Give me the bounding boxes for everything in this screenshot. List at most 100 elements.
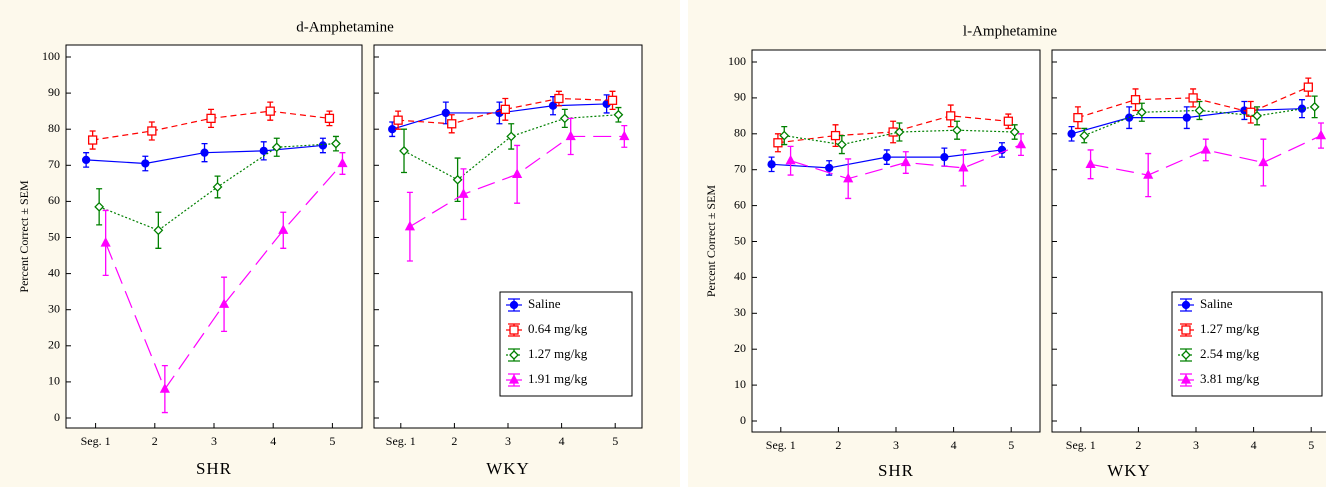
- x-tick-label: 5: [612, 434, 618, 448]
- legend-box: [499, 291, 633, 397]
- marker: [554, 93, 564, 104]
- legend-label: 1.91 mg/kg: [528, 371, 588, 386]
- marker: [1194, 105, 1205, 116]
- marker: [1297, 104, 1307, 113]
- y-axis-label: Percent Correct ± SEM: [704, 185, 718, 298]
- y-axis-label: Percent Correct ± SEM: [17, 180, 31, 293]
- marker: [785, 154, 796, 165]
- x-tick-label: Seg. 1: [81, 434, 111, 448]
- y-tick-label: 10: [734, 377, 746, 391]
- y-tick-label: 0: [740, 413, 746, 427]
- marker: [1252, 110, 1262, 121]
- marker: [159, 383, 170, 393]
- legend-label: 2.54 mg/kg: [1200, 346, 1260, 361]
- y-tick-label: 40: [734, 269, 746, 283]
- marker: [1181, 300, 1191, 310]
- marker: [1130, 95, 1141, 105]
- x-tick-label: 2: [152, 434, 158, 448]
- marker: [506, 131, 517, 142]
- marker: [1246, 107, 1256, 117]
- y-tick-label: 30: [734, 305, 746, 319]
- y-tick-label: 50: [734, 233, 746, 247]
- marker: [952, 125, 962, 136]
- marker: [508, 374, 520, 384]
- marker: [1143, 169, 1154, 179]
- x-tick-label: 3: [211, 434, 217, 448]
- legend-label: 1.27 mg/kg: [1200, 321, 1260, 336]
- marker: [458, 188, 469, 198]
- legend-label: Saline: [528, 296, 561, 311]
- marker: [825, 163, 834, 173]
- marker: [836, 139, 847, 150]
- marker: [1085, 158, 1096, 168]
- y-tick-label: 20: [734, 341, 746, 355]
- marker: [206, 113, 216, 124]
- marker: [1182, 113, 1191, 122]
- marker: [1315, 129, 1326, 140]
- x-axis-label: WKY: [1107, 461, 1151, 480]
- y-tick-label: 40: [48, 265, 60, 279]
- marker: [613, 109, 624, 120]
- legend-box: [1171, 291, 1323, 397]
- marker: [619, 130, 630, 141]
- y-tick-label: 100: [728, 54, 746, 68]
- marker: [607, 95, 618, 105]
- x-tick-label: 4: [951, 438, 957, 452]
- x-tick-label: 4: [270, 434, 276, 448]
- legend-label: 1.27 mg/kg: [528, 346, 588, 361]
- legend-label: 0.64 mg/kg: [528, 321, 588, 336]
- marker: [843, 172, 854, 183]
- y-tick-label: 100: [42, 49, 60, 63]
- x-tick-label: 3: [505, 434, 511, 448]
- y-tick-label: 80: [48, 121, 60, 135]
- marker: [1079, 130, 1090, 141]
- marker: [147, 126, 157, 136]
- marker: [940, 152, 949, 162]
- marker: [271, 142, 282, 153]
- marker: [337, 157, 348, 168]
- marker: [100, 237, 111, 247]
- x-tick-label: 4: [559, 434, 565, 448]
- y-tick-label: 30: [48, 301, 60, 315]
- y-tick-label: 90: [48, 85, 60, 99]
- x-tick-label: Seg. 1: [1066, 438, 1096, 452]
- x-tick-label: Seg. 1: [766, 438, 796, 452]
- marker: [259, 146, 268, 156]
- x-tick-label: Seg. 1: [386, 434, 416, 448]
- marker: [81, 155, 91, 165]
- x-tick-label: 5: [329, 434, 335, 448]
- marker: [1181, 350, 1191, 360]
- plot-area: [751, 49, 1041, 433]
- marker: [500, 104, 510, 114]
- y-tick-label: 80: [734, 126, 746, 140]
- marker: [87, 135, 98, 145]
- x-tick-label: 2: [451, 434, 457, 448]
- marker: [512, 168, 523, 178]
- marker: [399, 145, 409, 156]
- marker: [509, 300, 519, 310]
- marker: [447, 119, 457, 129]
- y-tick-label: 10: [48, 374, 60, 388]
- y-tick-label: 90: [734, 90, 746, 104]
- marker: [509, 350, 519, 360]
- x-tick-label: 2: [1135, 438, 1141, 452]
- marker: [773, 138, 783, 148]
- marker: [900, 156, 911, 167]
- x-tick-label: 4: [1251, 438, 1257, 452]
- y-tick-label: 60: [734, 197, 746, 211]
- marker: [548, 101, 558, 110]
- marker: [452, 174, 463, 185]
- marker: [894, 127, 905, 137]
- x-tick-label: 5: [1308, 438, 1314, 452]
- marker: [388, 125, 397, 134]
- marker: [559, 113, 570, 124]
- y-tick-label: 70: [734, 161, 746, 175]
- marker: [441, 108, 450, 118]
- x-tick-label: 3: [1193, 438, 1199, 452]
- x-tick-label: 5: [1008, 438, 1014, 452]
- chart-title: d-Amphetamine: [296, 19, 394, 35]
- marker: [265, 106, 275, 116]
- marker: [141, 159, 150, 168]
- marker: [958, 162, 969, 172]
